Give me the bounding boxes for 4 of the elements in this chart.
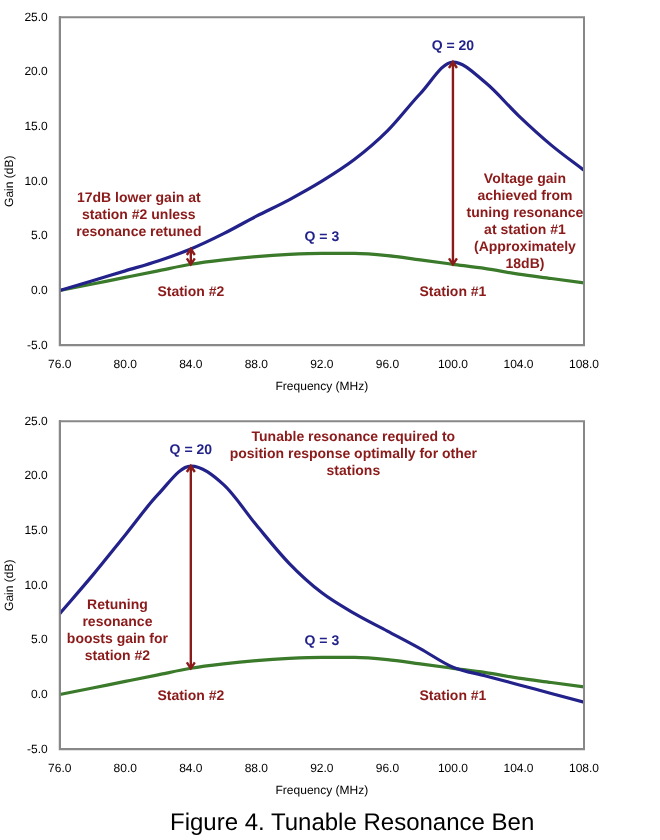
line-series [59,60,584,293]
caption: Figure 4. Tunable Resonance Ben [168,808,537,836]
line-series [59,251,584,293]
line-series [59,464,584,704]
